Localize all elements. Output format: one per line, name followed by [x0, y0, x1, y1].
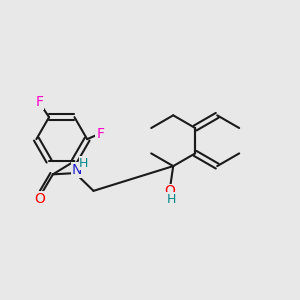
Text: F: F [35, 95, 43, 109]
Text: H: H [167, 193, 176, 206]
Text: H: H [79, 157, 88, 170]
Text: F: F [96, 127, 104, 141]
Text: O: O [165, 184, 176, 198]
Text: O: O [34, 192, 45, 206]
Text: N: N [72, 163, 82, 177]
